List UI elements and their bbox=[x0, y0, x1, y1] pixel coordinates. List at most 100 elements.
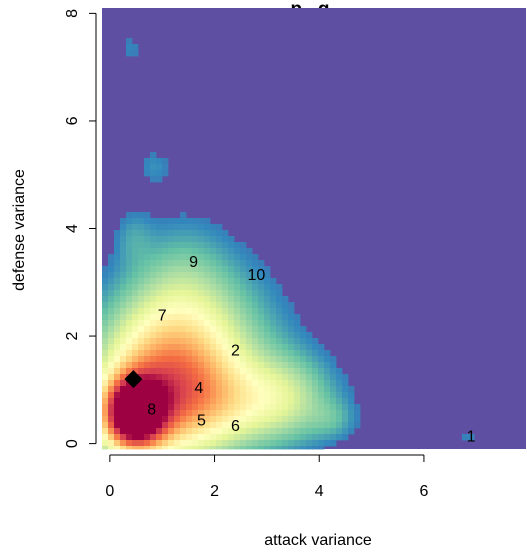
heatmap-cell bbox=[210, 260, 217, 267]
heatmap-cell bbox=[276, 308, 283, 315]
heatmap-cell bbox=[192, 224, 199, 231]
heatmap-cell bbox=[138, 230, 145, 237]
heatmap-cell bbox=[192, 248, 199, 255]
heatmap-cell bbox=[264, 362, 271, 369]
heatmap-cell bbox=[258, 302, 265, 309]
heatmap-cell bbox=[174, 266, 181, 273]
heatmap-cell bbox=[120, 410, 127, 417]
heatmap-cell bbox=[318, 368, 325, 375]
heatmap-cell bbox=[180, 332, 187, 339]
heatmap-cell bbox=[240, 338, 247, 345]
heatmap-cell bbox=[156, 230, 163, 237]
heatmap-cell bbox=[108, 428, 115, 435]
heatmap-cell bbox=[192, 296, 199, 303]
heatmap-cell bbox=[144, 368, 151, 375]
heatmap-cell bbox=[264, 266, 271, 273]
heatmap-cell bbox=[186, 218, 193, 225]
heatmap-cell bbox=[144, 356, 151, 363]
heatmap-cell bbox=[348, 392, 355, 399]
heatmap-cell bbox=[192, 368, 199, 375]
heatmap-cell bbox=[126, 254, 133, 261]
heatmap-cell bbox=[186, 314, 193, 321]
heatmap-cell bbox=[240, 302, 247, 309]
heatmap-cell bbox=[150, 362, 157, 369]
heatmap-cell bbox=[276, 362, 283, 369]
heatmap-cell bbox=[126, 44, 133, 51]
heatmap-cell bbox=[168, 332, 175, 339]
heatmap-cell bbox=[216, 386, 223, 393]
heatmap-cell bbox=[120, 398, 127, 405]
heatmap-cell bbox=[186, 416, 193, 423]
heatmap-cell bbox=[114, 410, 121, 417]
heatmap-cell bbox=[138, 362, 145, 369]
heatmap-cell bbox=[132, 290, 139, 297]
heatmap-cell bbox=[294, 410, 301, 417]
heatmap-cell bbox=[288, 320, 295, 327]
heatmap-cell bbox=[222, 260, 229, 267]
heatmap-cell bbox=[294, 386, 301, 393]
heatmap-cell bbox=[210, 272, 217, 279]
heatmap-cell bbox=[180, 386, 187, 393]
heatmap-cell bbox=[258, 320, 265, 327]
heatmap-cell bbox=[144, 446, 151, 450]
heatmap-cell bbox=[102, 296, 109, 303]
heatmap-cell bbox=[204, 332, 211, 339]
heatmap-cell bbox=[294, 332, 301, 339]
heatmap-cell bbox=[222, 302, 229, 309]
heatmap-cell bbox=[114, 308, 121, 315]
heatmap-cell bbox=[186, 308, 193, 315]
heatmap-cell bbox=[108, 410, 115, 417]
heatmap-cell bbox=[138, 368, 145, 375]
heatmap-cell bbox=[114, 254, 121, 261]
heatmap-cell bbox=[240, 284, 247, 291]
heatmap-cell bbox=[198, 230, 205, 237]
heatmap-cell bbox=[276, 290, 283, 297]
heatmap-cell bbox=[324, 416, 331, 423]
heatmap-cell bbox=[174, 380, 181, 387]
heatmap-cell bbox=[114, 368, 121, 375]
heatmap-cell bbox=[300, 386, 307, 393]
heatmap-cell bbox=[246, 446, 253, 450]
heatmap-cell bbox=[270, 368, 277, 375]
heatmap-cell bbox=[234, 290, 241, 297]
heatmap-cell bbox=[144, 308, 151, 315]
heatmap-cell bbox=[198, 416, 205, 423]
heatmap-cell bbox=[156, 422, 163, 429]
heatmap-cell bbox=[252, 278, 259, 285]
heatmap-cell bbox=[108, 374, 115, 381]
heatmap-cell bbox=[246, 380, 253, 387]
heatmap-cell bbox=[234, 338, 241, 345]
heatmap-cell bbox=[330, 386, 337, 393]
heatmap-cell bbox=[156, 266, 163, 273]
heatmap-cell bbox=[252, 260, 259, 267]
heatmap-cell bbox=[318, 386, 325, 393]
heatmap-cell bbox=[162, 266, 169, 273]
heatmap-cell bbox=[144, 224, 151, 231]
heatmap-cell bbox=[222, 254, 229, 261]
heatmap-cell bbox=[270, 446, 277, 450]
heatmap-cell bbox=[156, 296, 163, 303]
heatmap-cell bbox=[132, 266, 139, 273]
heatmap-cell bbox=[234, 314, 241, 321]
heatmap-cell bbox=[324, 440, 331, 447]
heatmap-cell bbox=[198, 380, 205, 387]
heatmap-cell bbox=[246, 350, 253, 357]
heatmap-cell bbox=[228, 392, 235, 399]
heatmap-cell bbox=[258, 272, 265, 279]
heatmap-cell bbox=[180, 254, 187, 261]
heatmap-cell bbox=[228, 260, 235, 267]
heatmap-cell bbox=[312, 416, 319, 423]
y-axis: 0 2 4 6 8 bbox=[64, 9, 97, 448]
heatmap-cell bbox=[180, 422, 187, 429]
heatmap-cell bbox=[162, 338, 169, 345]
heatmap-cell bbox=[264, 434, 271, 441]
heatmap-cell bbox=[330, 398, 337, 405]
heatmap-cell bbox=[222, 440, 229, 447]
heatmap-cell bbox=[108, 434, 115, 441]
heatmap-cell bbox=[138, 344, 145, 351]
heatmap-cell bbox=[222, 416, 229, 423]
heatmap-cell bbox=[276, 404, 283, 411]
heatmap-cell bbox=[312, 434, 319, 441]
heatmap-cell bbox=[132, 368, 139, 375]
diamond-marker bbox=[124, 370, 143, 389]
